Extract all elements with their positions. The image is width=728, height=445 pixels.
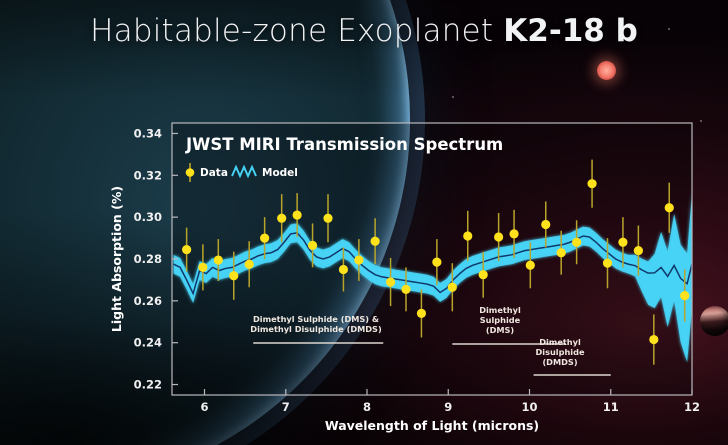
data-point-marker[interactable] bbox=[633, 246, 643, 256]
x-tick-label: 11 bbox=[603, 400, 619, 414]
data-point-marker[interactable] bbox=[292, 210, 302, 220]
data-point-marker[interactable] bbox=[664, 203, 674, 213]
y-tick-label: 0.34 bbox=[134, 126, 162, 140]
x-tick-label: 10 bbox=[521, 400, 537, 414]
chart-legend: Data Model bbox=[185, 163, 298, 182]
chart-title: JWST MIRI Transmission Spectrum bbox=[185, 135, 503, 154]
x-tick-label: 8 bbox=[363, 400, 371, 414]
annotation-label: (DMS) bbox=[486, 325, 515, 335]
star-speck bbox=[452, 96, 454, 98]
annotation-label: Sulphide bbox=[480, 315, 521, 325]
model-band-area bbox=[173, 192, 692, 363]
data-point-marker[interactable] bbox=[494, 232, 504, 242]
star-speck bbox=[668, 28, 670, 30]
data-point-marker[interactable] bbox=[602, 258, 613, 268]
data-point-marker[interactable] bbox=[587, 179, 597, 189]
y-tick-label: 0.28 bbox=[134, 252, 162, 266]
data-point-marker[interactable] bbox=[385, 277, 396, 287]
annotation-label: Dimethyl bbox=[479, 305, 521, 315]
data-point-marker[interactable] bbox=[432, 257, 442, 267]
x-axis-ticks: 6 7 8 9 10 11 12 bbox=[200, 389, 700, 414]
x-tick-label: 12 bbox=[684, 400, 700, 414]
data-point-marker[interactable] bbox=[198, 262, 208, 272]
y-tick-label: 0.26 bbox=[134, 294, 162, 308]
x-axis-label: Wavelength of Light (microns) bbox=[325, 418, 539, 433]
data-point-marker[interactable] bbox=[649, 334, 659, 345]
star-speck bbox=[520, 40, 522, 42]
red-dwarf-star-icon bbox=[597, 61, 616, 80]
data-point-marker[interactable] bbox=[182, 244, 192, 255]
legend-model-zigzag-icon bbox=[231, 164, 257, 179]
absorption-annotations: Dimethyl Sulphide (DMS) &Dimethyl Disulp… bbox=[250, 305, 611, 376]
data-point-marker[interactable] bbox=[541, 219, 551, 230]
annotation-label: Dimethyl Disulphide (DMDS) bbox=[250, 324, 382, 334]
data-point-marker[interactable] bbox=[572, 237, 582, 247]
annotation-label: Dimethyl Sulphide (DMS) & bbox=[253, 314, 379, 324]
x-tick-label: 6 bbox=[200, 400, 208, 414]
legend-data-label: Data bbox=[200, 167, 228, 179]
data-point-marker[interactable] bbox=[260, 233, 270, 243]
data-point-marker[interactable] bbox=[478, 270, 488, 280]
legend-model-label: Model bbox=[262, 167, 298, 179]
y-tick-label: 0.24 bbox=[134, 336, 162, 350]
y-tick-label: 0.22 bbox=[134, 378, 162, 392]
star-speck bbox=[700, 120, 702, 122]
data-point-marker[interactable] bbox=[556, 248, 566, 258]
data-point-marker[interactable] bbox=[354, 255, 364, 265]
data-point-marker[interactable] bbox=[525, 260, 535, 270]
y-axis-ticks: 0.22 0.24 0.26 0.28 0.30 0.32 0.34 bbox=[134, 126, 178, 392]
data-point-marker[interactable] bbox=[323, 213, 333, 223]
data-point-marker[interactable] bbox=[277, 213, 287, 223]
data-point-marker[interactable] bbox=[680, 291, 690, 301]
data-series bbox=[182, 159, 690, 365]
annotation-label: Disulphide bbox=[535, 347, 584, 357]
data-point-marker[interactable] bbox=[370, 236, 380, 246]
data-point-marker[interactable] bbox=[338, 264, 349, 275]
data-point-marker[interactable] bbox=[229, 271, 239, 281]
star-speck bbox=[360, 422, 362, 424]
data-point-marker[interactable] bbox=[416, 308, 427, 318]
annotation-label: (DMDS) bbox=[542, 357, 577, 367]
data-point-marker[interactable] bbox=[463, 231, 473, 241]
y-tick-label: 0.30 bbox=[134, 210, 162, 224]
y-axis-label: Light Absorption (%) bbox=[109, 186, 124, 332]
star-speck bbox=[612, 404, 614, 406]
data-point-marker[interactable] bbox=[307, 240, 318, 250]
x-tick-label: 7 bbox=[282, 400, 290, 414]
data-point-marker[interactable] bbox=[509, 229, 519, 239]
y-tick-label: 0.32 bbox=[134, 168, 162, 182]
exoplanet-thumbnail-icon bbox=[700, 306, 728, 336]
annotation-label: Dimethyl bbox=[539, 337, 581, 347]
data-point-marker[interactable] bbox=[213, 255, 223, 265]
data-point-marker[interactable] bbox=[244, 259, 254, 269]
legend-data-marker-icon bbox=[185, 168, 195, 177]
data-point-marker[interactable] bbox=[618, 237, 628, 247]
data-point-marker[interactable] bbox=[447, 282, 457, 292]
x-tick-label: 9 bbox=[444, 400, 452, 414]
data-point-marker[interactable] bbox=[401, 284, 411, 294]
